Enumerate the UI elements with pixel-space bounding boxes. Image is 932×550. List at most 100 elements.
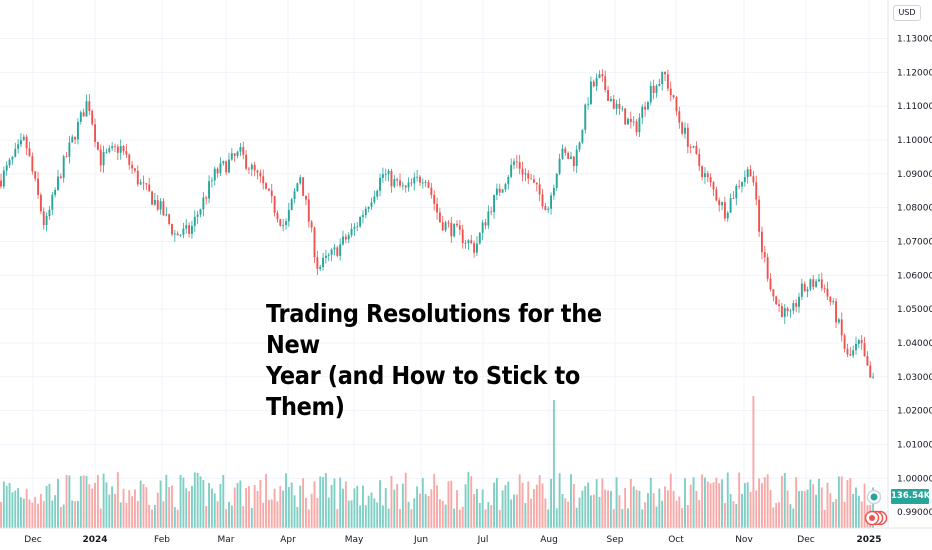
candle-body: [752, 176, 755, 183]
volume-badge: 136.54K: [891, 489, 930, 504]
volume-bar: [336, 509, 339, 528]
candle-body: [524, 173, 527, 175]
volume-bar: [792, 508, 795, 528]
candle-body: [561, 148, 564, 159]
candle-body: [464, 242, 467, 244]
volume-bar: [664, 486, 666, 528]
volume-bar: [285, 473, 287, 528]
volume-bar: [225, 509, 228, 528]
volume-bar: [763, 477, 766, 528]
candle-body: [484, 222, 487, 226]
candle-body: [199, 209, 202, 215]
candle-body: [564, 148, 567, 153]
price-tick-label: 1.06000: [897, 271, 932, 281]
candle-body: [863, 343, 866, 357]
candle-body: [31, 156, 34, 172]
volume-bar: [718, 483, 721, 528]
candle-body: [128, 154, 131, 165]
volume-bar: [88, 484, 91, 528]
volume-bar: [290, 482, 293, 528]
volume-bar: [504, 485, 507, 528]
eye-toggle-icon[interactable]: [864, 489, 888, 505]
volume-bar: [387, 508, 390, 528]
candle-body: [173, 233, 176, 235]
candle-body: [772, 289, 775, 297]
candle-body: [373, 196, 376, 203]
candle-body: [567, 152, 570, 159]
volume-bar: [424, 493, 427, 528]
candle-body: [624, 108, 627, 125]
settings-toggle-icon[interactable]: [864, 510, 888, 526]
volume-bar: [122, 488, 125, 528]
candle-body: [609, 98, 612, 102]
candle-body: [413, 177, 416, 184]
volume-bar: [401, 483, 404, 528]
volume-bar: [364, 505, 367, 528]
candle-body: [379, 177, 381, 191]
currency-badge[interactable]: USD: [893, 5, 921, 21]
volume-bar: [686, 504, 689, 528]
volume-bar: [333, 478, 336, 528]
candle-body: [718, 200, 721, 206]
candle-body: [438, 212, 441, 223]
candle-body: [515, 161, 518, 163]
candle-body: [131, 164, 134, 169]
volume-bar: [783, 472, 786, 528]
price-tick-label: 1.03000: [897, 373, 932, 383]
volume-bar: [313, 481, 316, 528]
volume-bar: [735, 503, 738, 528]
volume-bar: [248, 486, 250, 528]
volume-bar: [857, 495, 860, 528]
volume-bar: [521, 482, 524, 528]
volume-bar: [114, 493, 116, 528]
candle-body: [339, 244, 342, 256]
candle-body: [433, 194, 436, 204]
volume-bar: [723, 503, 726, 528]
headline-line-1: Trading Resolutions for the New: [266, 299, 602, 359]
candle-body: [148, 184, 151, 192]
candle-body: [872, 376, 875, 378]
volume-bar: [2, 481, 5, 528]
candle-body: [570, 156, 572, 159]
candle-body: [285, 221, 287, 225]
candle-body: [57, 176, 59, 190]
volume-bar: [547, 509, 550, 528]
volume-bar: [162, 501, 165, 528]
volume-bar: [755, 490, 758, 528]
volume-bar: [490, 505, 493, 528]
candle-body: [835, 301, 837, 323]
candle-body: [658, 83, 661, 86]
candle-body: [236, 151, 239, 156]
volume-bar: [327, 497, 330, 528]
candle-body: [510, 164, 513, 177]
candle-body: [219, 163, 222, 174]
candle-body: [182, 228, 185, 235]
volume-bar: [390, 475, 393, 528]
volume-bar: [567, 501, 570, 528]
volume-bar: [416, 486, 419, 528]
candle-body: [635, 121, 638, 133]
volume-bar: [846, 480, 849, 528]
candle-body: [769, 278, 772, 290]
volume-bar: [8, 483, 11, 528]
candle-body: [20, 140, 22, 145]
price-axis: 1.13000 1.12000 1.11000 1.10000 1.09000 1.080…: [887, 0, 932, 528]
candle-body: [290, 199, 293, 210]
candle-body: [22, 136, 25, 141]
volume-bar: [193, 472, 196, 528]
volume-bar: [533, 489, 535, 528]
volume-bar: [222, 475, 225, 528]
candle-body: [393, 179, 396, 187]
volume-bar: [538, 475, 541, 528]
volume-bar: [450, 480, 453, 528]
candle-body: [627, 118, 629, 125]
volume-bar: [384, 487, 387, 528]
candle-body: [758, 199, 761, 232]
volume-bar: [638, 490, 641, 528]
volume-bar: [430, 489, 433, 528]
candle-body: [729, 198, 732, 213]
volume-bar: [296, 506, 299, 528]
candle-body: [145, 183, 148, 185]
volume-bar: [176, 509, 179, 528]
